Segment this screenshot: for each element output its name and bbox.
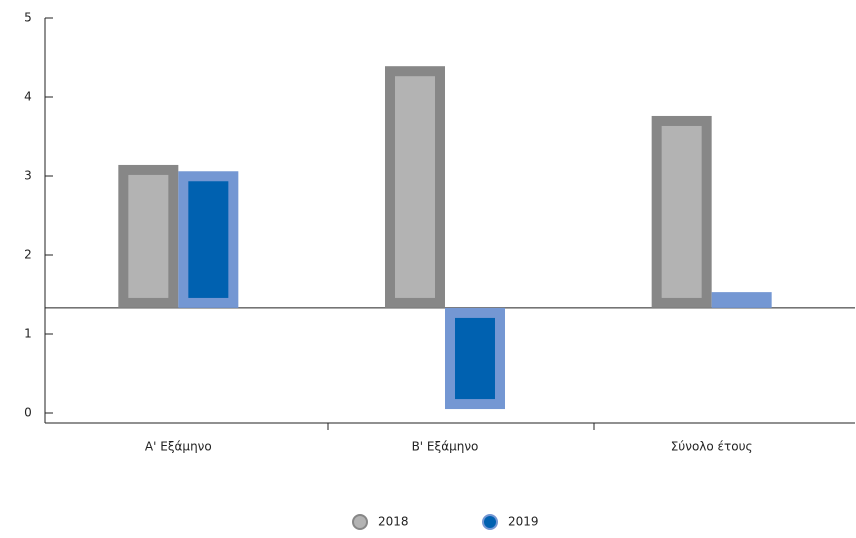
y-tick-label: 5: [24, 11, 32, 25]
bar: [385, 66, 445, 308]
bar: [711, 292, 772, 308]
bar: [178, 171, 239, 308]
y-tick-label: 1: [24, 327, 32, 341]
legend-label: 2019: [508, 515, 539, 529]
bar: [651, 115, 712, 308]
bar: [118, 164, 179, 308]
y-tick-label: 4: [24, 90, 32, 104]
x-tick-label: Β' Εξάμηνο: [412, 440, 479, 454]
x-tick-label: Σύνολο έτους: [671, 440, 753, 454]
x-tick-label: Α' Εξάμηνο: [145, 440, 212, 454]
y-tick-label: 2: [24, 248, 32, 262]
y-tick-label: 0: [24, 406, 32, 420]
y-tick-label: 3: [24, 169, 32, 183]
legend-marker: [482, 514, 498, 530]
legend-label: 2018: [378, 515, 409, 529]
bar: [445, 307, 505, 410]
legend-marker: [352, 514, 368, 530]
